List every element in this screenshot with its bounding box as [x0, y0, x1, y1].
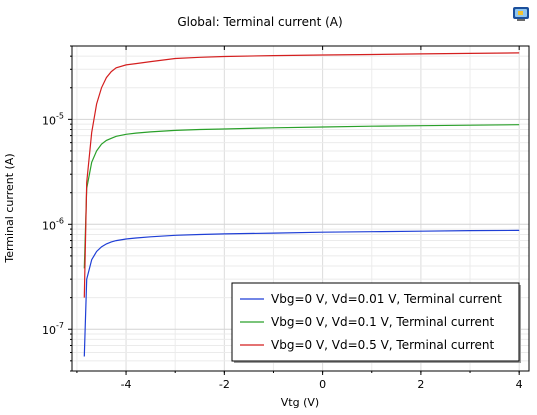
x-tick-label: -2 — [219, 378, 230, 391]
x-tick-label: 0 — [319, 378, 326, 391]
series-line-3 — [83, 52, 520, 298]
series-line-2 — [83, 124, 520, 269]
y-tick-label: 10-5 — [42, 111, 64, 127]
x-tick-label: 2 — [417, 378, 424, 391]
series-line-1 — [83, 229, 520, 357]
y-tick-label: 10-7 — [42, 321, 64, 337]
y-tick-label: 10-6 — [42, 216, 64, 232]
axis-ticks: -4 -2 0 2 4 10-7 10-6 10-5 — [42, 45, 523, 391]
chart-title: Global: Terminal current (A) — [177, 15, 342, 29]
legend-entry: Vbg=0 V, Vd=0.5 V, Terminal current — [271, 338, 495, 352]
plot-frame — [71, 45, 530, 372]
x-axis-label: Vtg (V) — [281, 396, 319, 409]
legend-entry: Vbg=0 V, Vd=0.01 V, Terminal current — [271, 292, 502, 306]
legend-box — [231, 282, 520, 362]
legend-entry: Vbg=0 V, Vd=0.1 V, Terminal current — [271, 315, 495, 329]
display-icon[interactable] — [512, 6, 530, 22]
legend: Vbg=0 V, Vd=0.01 V, Terminal current Vbg=… — [231, 282, 521, 363]
x-tick-label: 4 — [516, 378, 523, 391]
series-layer — [83, 52, 520, 357]
x-tick-label: -4 — [121, 378, 132, 391]
y-axis-label: Terminal current (A) — [3, 153, 16, 263]
